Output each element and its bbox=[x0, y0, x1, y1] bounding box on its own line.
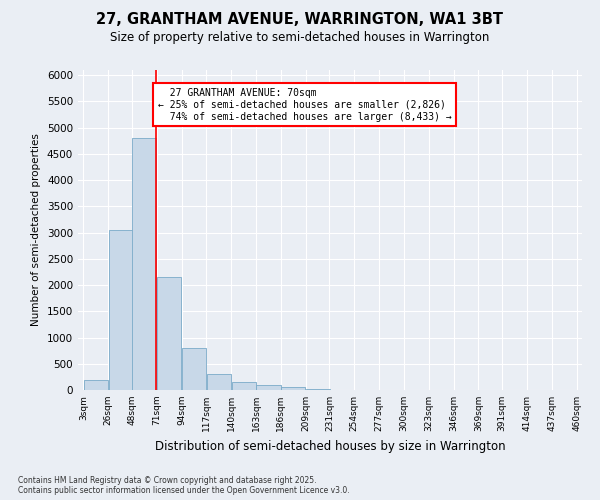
Text: 27, GRANTHAM AVENUE, WARRINGTON, WA1 3BT: 27, GRANTHAM AVENUE, WARRINGTON, WA1 3BT bbox=[97, 12, 503, 28]
Bar bbox=[182, 348, 206, 390]
Text: 27 GRANTHAM AVENUE: 70sqm
← 25% of semi-detached houses are smaller (2,826)
  74: 27 GRANTHAM AVENUE: 70sqm ← 25% of semi-… bbox=[158, 88, 452, 122]
Bar bbox=[281, 388, 305, 390]
Bar bbox=[157, 277, 181, 390]
Y-axis label: Number of semi-detached properties: Number of semi-detached properties bbox=[31, 134, 41, 326]
X-axis label: Distribution of semi-detached houses by size in Warrington: Distribution of semi-detached houses by … bbox=[155, 440, 505, 452]
Bar bbox=[306, 389, 330, 390]
Bar bbox=[256, 385, 281, 390]
Text: Size of property relative to semi-detached houses in Warrington: Size of property relative to semi-detach… bbox=[110, 31, 490, 44]
Bar bbox=[84, 380, 108, 390]
Bar bbox=[133, 138, 157, 390]
Bar bbox=[207, 374, 231, 390]
Bar bbox=[232, 382, 256, 390]
Text: Contains HM Land Registry data © Crown copyright and database right 2025.
Contai: Contains HM Land Registry data © Crown c… bbox=[18, 476, 350, 495]
Bar bbox=[109, 230, 133, 390]
